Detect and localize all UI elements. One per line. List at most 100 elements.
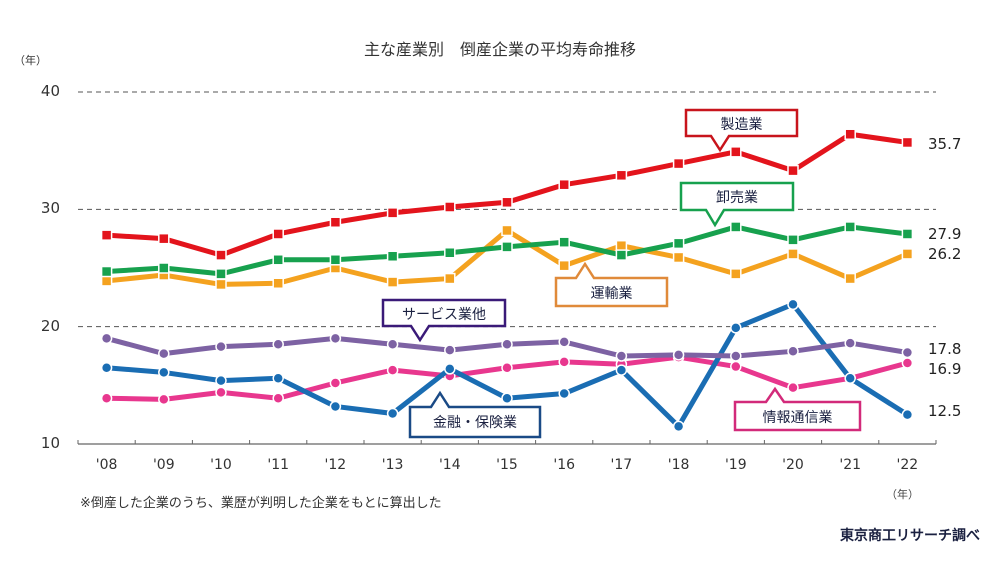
data-point	[615, 364, 628, 376]
data-point	[329, 332, 342, 345]
data-point	[901, 248, 914, 260]
data-point	[272, 228, 284, 240]
data-point	[444, 246, 456, 259]
data-point	[272, 338, 284, 351]
footnote: ※倒産した企業のうち、業歴が判明した企業をもとに算出した	[80, 496, 442, 511]
x-tick-label: '08	[95, 457, 118, 473]
data-point	[901, 408, 914, 421]
callout-label-wholesale: 卸売業	[716, 190, 758, 206]
x-tick-label: '20	[782, 457, 804, 473]
data-point	[558, 259, 570, 272]
data-point	[558, 336, 570, 348]
data-point	[901, 136, 914, 149]
x-tick-label: '22	[896, 457, 919, 473]
data-point	[158, 347, 170, 360]
data-point	[558, 356, 570, 368]
data-point	[787, 164, 799, 177]
data-point	[100, 265, 113, 278]
callout-label-services: サービス業他	[402, 307, 486, 323]
data-point	[501, 361, 513, 374]
x-tick-label: '21	[839, 457, 862, 473]
data-point	[787, 381, 799, 394]
y-axis-unit: （年）	[14, 54, 47, 67]
data-point	[386, 207, 399, 219]
data-point	[501, 241, 513, 253]
end-label-services: 17.8	[928, 340, 962, 358]
data-point	[615, 350, 628, 362]
data-point	[100, 332, 113, 345]
y-tick-label: 30	[40, 199, 60, 217]
callout-box	[381, 298, 507, 343]
data-point	[672, 237, 685, 250]
data-point	[272, 277, 284, 290]
data-point	[215, 249, 227, 261]
data-point	[100, 229, 113, 241]
y-tick-label: 20	[40, 317, 60, 335]
data-point	[158, 393, 170, 406]
data-point	[672, 349, 685, 361]
x-tick-label: '14	[438, 457, 461, 473]
source-credit: 東京商工リサーチ調べ	[840, 528, 980, 544]
x-tick-label: '18	[667, 457, 690, 473]
data-point	[329, 254, 342, 266]
data-point	[215, 340, 227, 353]
callout-box	[684, 108, 799, 153]
end-label-manufacturing: 35.7	[928, 135, 962, 153]
x-tick-label: '15	[496, 457, 518, 473]
data-point	[158, 232, 170, 245]
data-point	[386, 338, 399, 351]
data-point	[100, 361, 113, 374]
x-tick-label: '11	[267, 457, 290, 473]
data-point	[158, 366, 170, 379]
data-point	[444, 201, 456, 213]
chart-title: 主な産業別 倒産企業の平均寿命推移	[363, 40, 636, 59]
data-point	[386, 250, 399, 263]
data-point	[615, 239, 628, 252]
data-point	[444, 363, 456, 375]
data-point	[501, 338, 513, 351]
data-point	[100, 392, 113, 404]
callout-label-ict: 情報通信業	[762, 410, 833, 426]
data-point	[329, 216, 342, 228]
data-point	[787, 345, 799, 358]
data-point	[672, 420, 685, 433]
data-point	[901, 357, 914, 369]
y-tick-label: 40	[40, 82, 60, 100]
data-point	[386, 407, 399, 420]
data-point	[730, 146, 742, 158]
data-point	[329, 377, 342, 389]
data-point	[844, 372, 856, 385]
data-point	[501, 392, 513, 404]
data-point	[386, 364, 399, 376]
callout-label-manufacturing: 製造業	[720, 117, 763, 133]
x-tick-label: '12	[324, 457, 347, 473]
y-tick-label: 10	[40, 434, 60, 452]
data-point	[901, 228, 914, 240]
callout-label-finance: 金融・保険業	[433, 415, 517, 431]
data-point	[272, 392, 284, 404]
data-point	[444, 344, 456, 356]
data-point	[730, 360, 742, 373]
x-tick-label: '17	[610, 457, 633, 473]
data-point	[558, 178, 570, 191]
data-point	[730, 322, 742, 334]
data-point	[787, 234, 799, 246]
x-tick-label: '09	[152, 457, 175, 473]
data-point	[329, 400, 342, 413]
data-point	[558, 387, 570, 400]
x-tick-label: '16	[553, 457, 576, 473]
data-point	[272, 254, 284, 266]
data-point	[215, 386, 227, 399]
data-point	[615, 249, 628, 261]
data-point	[844, 128, 856, 140]
data-point	[787, 298, 799, 311]
x-tick-label: '10	[210, 457, 232, 473]
end-label-wholesale: 27.9	[928, 225, 962, 243]
x-axis-unit: （年）	[886, 488, 919, 501]
data-point	[615, 169, 628, 182]
end-label-ict: 16.9	[928, 360, 962, 378]
data-point	[901, 346, 914, 359]
data-point	[730, 350, 742, 362]
callout-box	[554, 261, 669, 308]
